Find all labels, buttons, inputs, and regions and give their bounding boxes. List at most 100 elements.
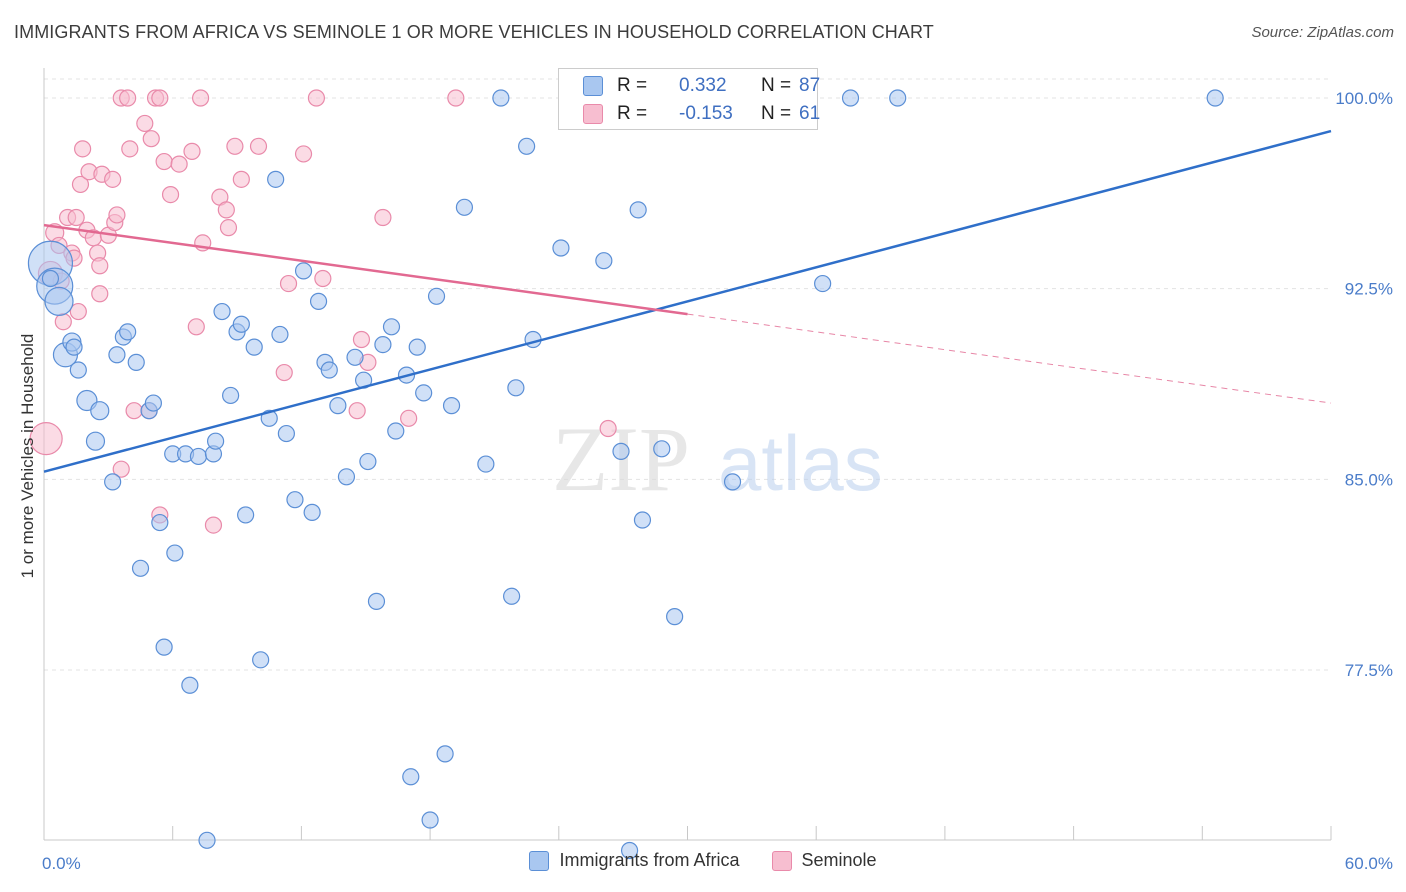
data-point-seminole [307, 89, 326, 107]
legend-swatch-seminole [771, 850, 792, 871]
y-tick-label: 92.5% [1345, 280, 1393, 299]
data-point-africa [155, 638, 173, 656]
chart-legend: Immigrants from Africa Seminole [0, 850, 1406, 871]
data-point-africa [633, 511, 652, 529]
data-point-africa [814, 274, 832, 293]
data-point-africa [329, 397, 347, 415]
data-point-seminole [314, 269, 332, 288]
data-point-africa [127, 353, 145, 371]
data-point-africa [303, 503, 321, 521]
data-point-seminole [119, 89, 137, 107]
stats-legend: R = 0.332 N = 87 R = -0.153 N = 61 [558, 68, 821, 130]
data-point-seminole [226, 137, 244, 155]
data-point-africa [108, 346, 126, 364]
data-point-africa [455, 198, 474, 216]
data-point-seminole [108, 206, 126, 224]
stats-n-value: 61 [799, 103, 821, 124]
data-point-seminole [91, 257, 109, 275]
data-point-africa [387, 422, 405, 440]
stats-r-value: -0.153 [679, 103, 733, 124]
data-point-africa [222, 386, 240, 405]
stats-n-label: N = [761, 75, 792, 96]
data-point-seminole [170, 155, 188, 173]
trend-line-seminole [43, 223, 688, 316]
data-point-seminole [352, 330, 371, 349]
data-point-seminole [374, 208, 392, 227]
chart-title: IMMIGRANTS FROM AFRICA VS SEMINOLE 1 OR … [14, 22, 934, 42]
legend-item-seminole[interactable]: Seminole [771, 850, 877, 871]
trend-lines [43, 129, 1332, 473]
data-point-africa [367, 592, 386, 610]
y-tick-label: 77.5% [1345, 661, 1393, 680]
x-tick-label: 60.0% [1345, 854, 1393, 873]
x-tick-label: 0.0% [42, 854, 81, 873]
data-point-africa [90, 401, 110, 421]
data-point-africa [245, 338, 263, 356]
data-point-seminole [348, 402, 366, 420]
tick-labels: 77.5% 85.0% 92.5% 100.0% 0.0% 60.0% [42, 89, 1393, 873]
data-point-africa [337, 468, 356, 486]
data-point-africa [666, 608, 684, 626]
data-point-africa [267, 170, 285, 188]
watermark-atlas: atlas [718, 419, 883, 507]
data-point-africa [346, 348, 364, 366]
data-point-africa [294, 262, 313, 280]
data-point-africa [518, 137, 536, 155]
data-point-seminole [400, 409, 418, 427]
data-point-seminole [151, 89, 169, 107]
data-point-africa [69, 361, 87, 379]
y-tick-label: 85.0% [1345, 470, 1393, 489]
data-point-africa [492, 89, 510, 107]
trend-line-africa [43, 129, 1332, 473]
data-point-seminole [142, 130, 160, 148]
data-point-africa [620, 841, 639, 860]
data-point-seminole [91, 285, 109, 303]
data-point-africa [189, 447, 208, 466]
data-point-africa [166, 544, 184, 562]
data-point-africa [119, 323, 137, 341]
data-point-africa [271, 325, 289, 344]
watermark: ZIP atlas [552, 408, 883, 510]
data-point-seminole [121, 140, 139, 158]
stats-swatch-africa [583, 76, 603, 96]
data-point-africa [144, 394, 162, 412]
data-point-africa [104, 473, 122, 491]
y-axis-label: 1 or more Vehicles in Household [18, 333, 37, 579]
data-point-seminole [183, 142, 201, 160]
data-point-africa [65, 338, 83, 356]
data-point-africa [408, 338, 426, 356]
data-point-seminole [29, 422, 63, 456]
data-point-africa [85, 431, 106, 451]
legend-item-africa[interactable]: Immigrants from Africa [529, 850, 740, 871]
data-point-seminole [136, 114, 154, 133]
data-point-seminole [219, 219, 238, 237]
data-point-africa [723, 473, 742, 491]
data-point-africa [503, 587, 521, 605]
data-point-seminole [74, 140, 92, 158]
stats-r-label: R = [617, 103, 648, 124]
data-point-africa [207, 432, 225, 450]
data-point-seminole [204, 516, 223, 534]
data-point-seminole [71, 175, 90, 194]
data-point-africa [232, 315, 250, 333]
data-point-seminole [279, 274, 298, 293]
data-point-seminole [67, 208, 85, 227]
data-point-africa [841, 89, 860, 107]
y-tick-label: 100.0% [1335, 89, 1393, 108]
legend-label-africa: Immigrants from Africa [559, 850, 740, 870]
legend-swatch-africa [529, 850, 550, 871]
data-point-seminole [191, 89, 210, 107]
data-point-africa [277, 424, 295, 443]
data-point-africa [252, 651, 270, 669]
data-point-seminole [249, 137, 268, 155]
stats-n-value: 87 [799, 75, 821, 96]
data-point-africa [653, 440, 671, 458]
trend-line-seminole-extension [687, 313, 1332, 404]
data-point-seminole [232, 170, 250, 188]
data-point-seminole [161, 186, 180, 204]
data-point-africa [359, 452, 377, 471]
data-point-africa [427, 287, 446, 305]
data-point-seminole [599, 419, 617, 438]
chart-source: Source: ZipAtlas.com [1251, 24, 1394, 41]
